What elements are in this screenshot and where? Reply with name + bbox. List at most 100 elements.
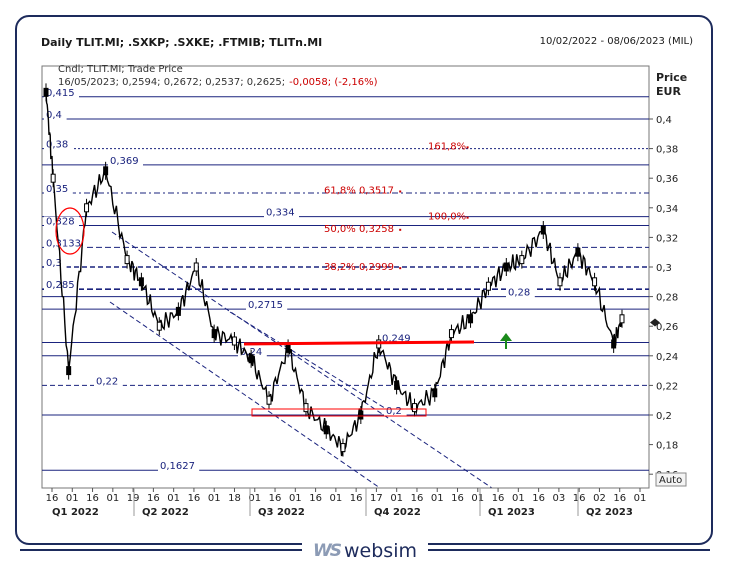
price-series [45,92,623,457]
candle-body [323,425,329,435]
candle-body [575,247,581,257]
x-tick-label: 16 [309,493,322,504]
level-label-bg [44,87,79,98]
level-label: 0,38 [46,140,68,151]
channel-lower-line [109,301,381,489]
fibonacci-label: 50,0% 0,3258 [324,224,394,235]
websim-logo: WS websim [302,538,428,564]
y-tick-label: 0,22 [656,381,678,392]
level-label-bg [108,155,143,166]
quarter-label: Q1 2022 [52,507,99,518]
quarter-label: Q1 2023 [488,507,535,518]
candle-body [611,339,617,349]
y-tick-label: 0,38 [656,145,678,156]
level-label: 0,1627 [160,461,195,472]
level-label-bg [44,216,79,227]
candle-body [358,410,364,420]
fibonacci-marker [466,216,469,219]
candle-body [519,255,525,265]
y-tick-label: 0,4 [656,115,672,126]
x-tick-label: 16 [411,493,424,504]
channel-upper-line [111,231,493,489]
y-tick-label: 0,28 [656,293,678,304]
level-label: 0,28 [508,288,530,299]
x-tick-label: 01 [289,493,302,504]
candle-body [43,87,49,97]
candle-body [103,166,109,176]
level-label: 0,328 [46,217,75,228]
chart-title: Daily TLIT.MI; .SXKP; .SXKE; .FTMIB; TLI… [41,36,323,49]
y-tick-label: 0,34 [656,204,678,215]
x-tick-label: 16 [492,493,505,504]
level-label: 0,2 [386,406,402,417]
resistance-line [243,340,475,346]
x-tick-label: 16 [532,493,545,504]
x-tick-label: 01 [431,493,444,504]
x-tick-label: 16 [269,493,282,504]
x-tick-label: 01 [634,493,647,504]
candle-body [231,336,237,346]
fibonacci-marker [399,190,402,193]
x-tick-label: 01 [512,493,525,504]
candle-body [248,354,254,364]
level-label: 0,415 [46,88,75,99]
level-label-bg [380,333,415,344]
x-tick-label: 01 [106,493,119,504]
candle-body [303,403,309,413]
x-tick-label: 16 [188,493,201,504]
x-tick-label: 01 [248,493,261,504]
level-label-bg [44,110,67,120]
level-label: 0,3 [46,258,62,269]
level-label-bg [44,258,67,268]
candle-body [285,343,291,353]
level-label: 0,22 [96,376,118,387]
fibonacci-label: 161,8% [428,141,466,152]
last-price-marker [650,318,660,327]
y-tick-label: 0,3 [656,263,672,274]
level-label-bg [94,376,123,387]
highlight-circle [55,207,85,255]
fibonacci-label: 61,8% 0,3517 [324,185,394,196]
y-tick-label: 0,18 [656,441,678,452]
candle-body [84,203,90,213]
quarter-label: Q4 2022 [374,507,421,518]
candle-body [156,321,162,331]
channel-mid-line [229,311,389,411]
level-label: 0,369 [110,156,139,167]
candle-body [540,225,546,235]
support-zone-box [251,408,427,417]
candle-body [175,306,181,316]
websim-wordmark: websim [344,540,417,562]
x-tick-label: 18 [228,493,241,504]
candle-body [485,281,491,291]
candle-body [193,262,199,272]
fibonacci-marker [466,146,469,149]
x-tick-label: 01 [208,493,221,504]
candle-body [468,314,474,324]
quarter-label: Q2 2023 [586,507,633,518]
y-tick-label: 0,2 [656,411,672,422]
x-tick-label: 16 [147,493,160,504]
y-tick-label: 0,36 [656,174,678,185]
candle-body [411,403,417,413]
level-label: 0,4 [46,110,62,121]
x-tick-label: 16 [451,493,464,504]
candle-body [211,329,217,339]
candle-body [340,443,346,453]
fibonacci-marker [399,267,402,270]
x-tick-label: 16 [613,493,626,504]
auto-scale-button[interactable] [655,472,687,487]
candle-body [619,314,625,324]
candle-body [66,366,72,376]
quarter-label: Q3 2022 [258,507,305,518]
candle-body [266,395,272,405]
level-label-bg [44,184,73,194]
legend-ohlc: 16/05/2023; 0,2594; 0,2672; 0,2537; 0,26… [58,77,378,88]
auto-scale-label: Auto [659,475,682,486]
y-tick-label: 0,32 [656,233,678,244]
level-label: 0,285 [46,280,75,291]
level-label-bg [246,300,288,311]
candle-body [50,173,56,183]
up-arrow-icon [500,333,512,349]
